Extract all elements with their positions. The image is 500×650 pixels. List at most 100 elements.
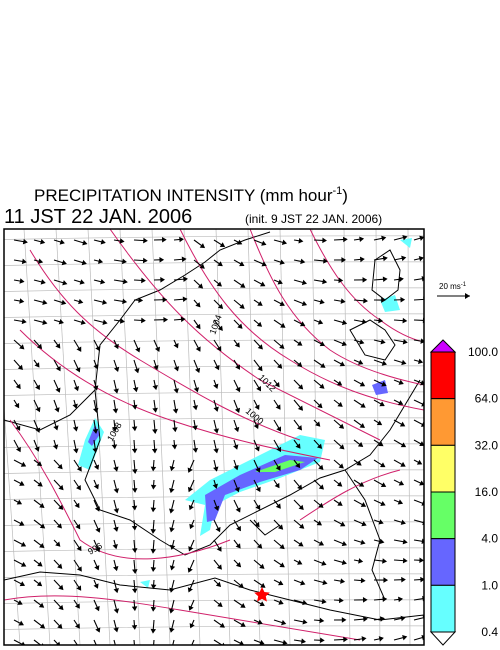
wind-arrow-head [256,321,263,327]
wind-arrow-head [37,258,44,264]
legend-swatch [430,584,456,633]
wind-arrow-head [195,346,201,352]
wind-arrow-head [254,446,260,452]
wind-arrow-head [82,240,88,246]
wind-arrow-head [17,364,23,371]
wind-arrow-head [14,402,20,409]
wind-arrow-head [37,561,43,567]
wind-arrow-head [150,628,157,634]
wind-arrow-head [150,548,157,554]
wind-arrow-head [323,258,328,264]
wind-arrow-head [219,622,225,628]
wind-arrow-head [360,577,366,584]
wind-arrow-head [61,259,67,266]
wind-arrow-head [19,298,25,304]
lon-line [23,229,51,645]
wind-arrow-head [379,538,385,545]
title-suffix: ) [342,186,348,205]
legend-label: 16.0 [475,485,499,499]
wind-arrow-head [102,319,108,325]
wind-arrow-head [113,366,120,372]
wind-arrow-head [76,566,82,572]
wind-arrow-head [343,636,348,643]
wind-arrow-head [188,605,194,611]
wind-arrow-head [281,619,287,626]
wind-arrow-head [15,446,21,453]
wind-arrow-head [215,526,221,533]
legend-label: 32.0 [475,438,499,452]
wind-arrow-head [22,238,28,245]
wind-arrow-head [150,507,157,513]
lon-line [407,229,411,645]
wind-arrow-head [194,367,201,374]
wind-arrow-head [380,462,386,468]
wind-arrow-head [117,644,119,645]
wind-arrow-head [255,486,261,493]
wind-arrow-head [150,484,157,490]
wind-arrow [213,639,223,645]
wind-arrow-head [213,466,219,472]
wind-arrow-head [337,500,343,506]
wind-arrow-head [300,580,306,586]
wind-arrow-head [239,261,245,267]
wind-arrow-head [361,521,367,527]
wind-arrow-head [187,467,193,473]
wind-arrow-head [35,384,40,391]
wind-arrow-head [378,441,384,447]
wind-arrow-head [94,605,100,612]
wind-arrow-head [319,341,326,347]
wind-arrow-head [173,343,179,349]
wind-arrow-head [381,381,387,387]
wind-arrow-head [359,381,366,387]
lon-line [375,229,381,645]
wind-arrow-head [359,339,365,345]
wind-arrow-head [401,255,407,262]
lat-line [4,313,424,318]
wind-arrow [413,617,424,621]
wind-arrow-head [376,420,383,426]
wind-arrow-head [121,258,127,265]
wind-arrow-head [76,545,82,552]
wind-arrow-head [234,486,240,493]
wind-arrow-head [150,529,157,534]
wind-arrow-head [274,381,280,388]
location-marker [254,587,270,602]
wind-arrow-head [322,278,328,285]
wind-arrow-head [61,299,67,306]
wind-arrow-head [295,462,301,469]
wind-arrow-head [259,563,265,569]
wind-arrow-head [315,421,321,427]
wind-arrow-head [398,596,403,603]
wind-arrow-head [173,366,180,372]
lon-line [4,402,21,645]
wind-arrow-head [338,423,345,429]
wind-arrow-head [94,506,100,512]
wind-arrow-head [233,444,239,450]
wind-arrow-head [419,235,424,241]
wind-arrow-head [17,599,23,605]
wind-arrow-head [339,444,345,450]
wind-arrow-head [275,404,281,410]
lat-line [4,365,424,370]
wind-arrow-head [131,525,138,531]
wind-arrow-head [92,428,99,434]
wind-arrow-head [296,361,303,368]
wind-arrow-head [171,646,174,649]
wind-arrow-head [122,278,128,285]
wind-arrow-head [20,541,27,547]
wind-arrow-head [169,627,175,633]
lat-line [4,235,424,240]
wind-arrow-head [159,257,165,263]
wind-arrow-head [234,342,240,348]
wind-scale-label: 20 ms-1 [439,282,467,291]
wind-arrow-head [217,325,223,331]
wind-arrow-head [182,296,188,302]
wind-arrow-head [161,236,167,243]
wind-arrow [413,519,424,524]
wind-arrow-head [397,400,404,406]
wind-arrow-head [73,385,80,392]
wind-arrow-head [279,562,285,568]
wind-arrow-head [113,627,119,633]
wind-arrow-head [378,519,384,525]
